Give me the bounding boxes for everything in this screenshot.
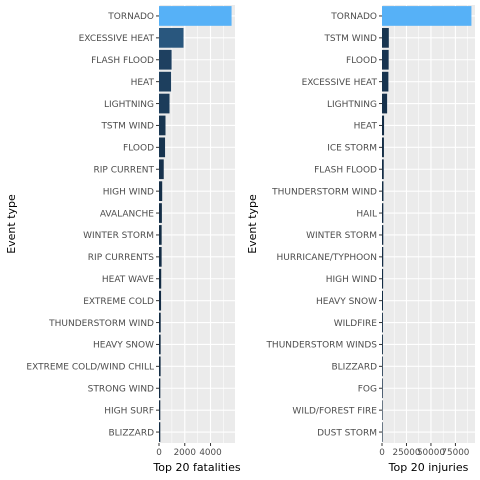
category-label: THUNDERSTORM WIND (48, 319, 154, 329)
category-label: HAIL (356, 209, 377, 219)
x-tick-label: 2000 (174, 448, 197, 458)
category-label: FLASH FLOOD (314, 165, 377, 175)
bar-dust-storm (382, 422, 383, 442)
category-label: WILDFIRE (334, 319, 378, 329)
panel-background (382, 5, 475, 443)
bar-heat-wave (159, 269, 161, 289)
category-label: HIGH SURF (104, 406, 154, 416)
category-label: EXTREME COLD/WIND CHILL (26, 363, 154, 373)
category-label: LIGHTNING (327, 100, 377, 110)
y-axis-title: Event type (5, 194, 18, 254)
bar-tornado (382, 6, 471, 26)
bar-hail (382, 203, 383, 223)
bar-extreme-cold-wind-chill (159, 356, 161, 376)
panel-fatalities: TORNADO EXCESSIVE HEAT FLASH FLOOD HEAT LIGH… (5, 5, 241, 474)
bar-tornado (159, 6, 232, 26)
category-label: HEAVY SNOW (93, 341, 154, 351)
bar-winter-storm (159, 225, 162, 245)
category-label: HURRICANE/TYPHOON (277, 253, 378, 263)
bar-heat (382, 116, 384, 136)
bar-thunderstorm-wind (159, 313, 161, 333)
bar-blizzard (159, 422, 160, 442)
bar-lightning (159, 94, 170, 114)
bar-lightning (382, 94, 387, 114)
category-label: FLASH FLOOD (91, 56, 154, 66)
category-label: ICE STORM (327, 144, 377, 154)
bar-blizzard (382, 356, 383, 376)
x-tick-label: 4000 (199, 448, 222, 458)
category-label: THUNDERSTORM WIND (271, 187, 377, 197)
category-label: TSTM WIND (323, 34, 377, 44)
category-label: LIGHTNING (104, 100, 154, 110)
category-label: FLOOD (346, 56, 377, 66)
category-label: TORNADO (330, 12, 377, 22)
category-label: FLOOD (123, 144, 154, 154)
bar-rip-current (159, 159, 164, 179)
category-label: THUNDERSTORM WINDS (265, 341, 377, 351)
category-label: WILD/FOREST FIRE (292, 406, 377, 416)
category-label: TORNADO (107, 12, 154, 22)
bar-thunderstorm-winds (382, 335, 383, 355)
category-label: FOG (358, 384, 377, 394)
bar-extreme-cold (159, 291, 161, 311)
x-axis-title: Top 20 fatalities (152, 461, 240, 474)
category-label: HIGH WIND (103, 187, 154, 197)
bar-thunderstorm-wind (382, 181, 383, 201)
category-label: RIP CURRENT (94, 165, 155, 175)
x-axis-title: Top 20 injuries (388, 461, 469, 474)
category-label: STRONG WIND (88, 384, 154, 394)
bar-heavy-snow (159, 335, 161, 355)
category-label: HEAT WAVE (102, 275, 154, 285)
x-tick-label: 0 (379, 448, 385, 458)
category-label: WINTER STORM (306, 231, 377, 241)
bar-fog (382, 378, 383, 398)
category-label: EXTREME COLD (83, 297, 154, 307)
bar-heavy-snow (382, 291, 383, 311)
category-label: BLIZZARD (331, 363, 377, 373)
bar-tstm-wind (159, 116, 165, 136)
bar-rip-currents (159, 247, 162, 267)
bar-heat (159, 72, 171, 92)
category-label: AVALANCHE (100, 209, 154, 219)
category-label: RIP CURRENTS (88, 253, 154, 263)
bar-flash-flood (159, 50, 172, 70)
category-label: TSTM WIND (100, 122, 154, 132)
panel-injuries: TORNADO TSTM WIND FLOOD EXCESSIVE HEAT LIGHT… (246, 5, 475, 474)
category-label: DUST STORM (317, 428, 377, 438)
bar-excessive-heat (159, 28, 184, 48)
bar-wildfire (382, 313, 383, 333)
bar-flash-flood (382, 159, 384, 179)
bar-high-wind (159, 181, 162, 201)
category-label: HEAT (354, 122, 378, 132)
x-tick-label: 0 (156, 448, 162, 458)
category-label: EXCESSIVE HEAT (302, 78, 378, 88)
bar-hurricane-typhoon (382, 247, 383, 267)
category-label: HEAT (131, 78, 155, 88)
bar-avalanche (159, 203, 162, 223)
bar-strong-wind (159, 378, 160, 398)
bar-winter-storm (382, 225, 383, 245)
bar-flood (382, 50, 389, 70)
category-label: WINTER STORM (83, 231, 154, 241)
category-label: EXCESSIVE HEAT (79, 34, 155, 44)
category-label: HEAVY SNOW (316, 297, 377, 307)
bar-high-wind (382, 269, 383, 289)
category-label: HIGH WIND (326, 275, 377, 285)
bar-excessive-heat (382, 72, 388, 92)
bar-flood (159, 137, 165, 157)
x-tick-label: 75000 (441, 448, 469, 458)
bar-tstm-wind (382, 28, 389, 48)
bar-wild-forest-fire (382, 400, 383, 420)
y-axis-title: Event type (246, 194, 259, 254)
bar-high-surf (159, 400, 160, 420)
bar-ice-storm (382, 137, 384, 157)
category-label: BLIZZARD (108, 428, 154, 438)
